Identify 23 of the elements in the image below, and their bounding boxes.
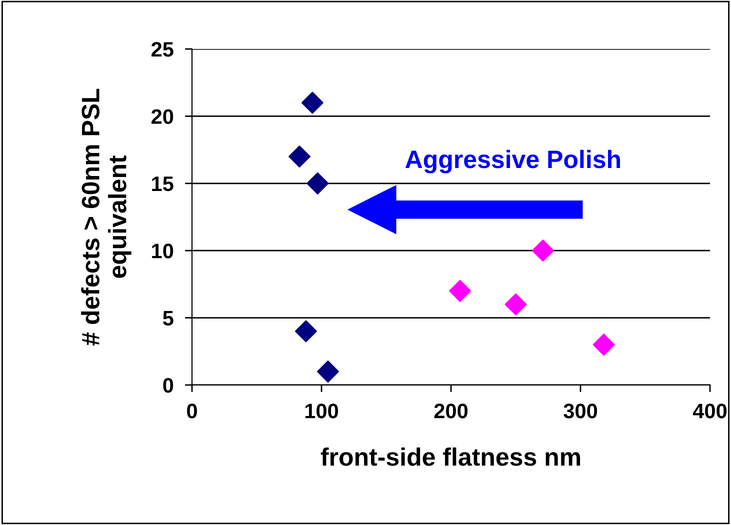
point bbox=[592, 334, 615, 356]
point bbox=[301, 92, 324, 114]
point bbox=[316, 360, 339, 383]
y-tick-label: 20 bbox=[151, 109, 174, 124]
point bbox=[504, 293, 527, 316]
x-tick-label: 200 bbox=[434, 404, 468, 418]
point bbox=[306, 172, 329, 194]
y-tick-label: 25 bbox=[151, 42, 174, 57]
point bbox=[449, 280, 472, 302]
x-tick-label: 300 bbox=[564, 404, 598, 418]
y-tick-label: 15 bbox=[152, 176, 174, 192]
y-tick-label: 10 bbox=[152, 244, 174, 258]
point bbox=[532, 240, 554, 262]
x-axis-title: front-side flatness nm bbox=[320, 447, 580, 466]
y-tick-label: 5 bbox=[163, 311, 174, 326]
y-tick-label: 0 bbox=[163, 378, 174, 393]
annotation: Aggressive Polish bbox=[405, 150, 620, 174]
point bbox=[288, 146, 310, 168]
x-tick-label: 100 bbox=[305, 404, 338, 418]
point bbox=[294, 320, 317, 342]
x-tick-label: 0 bbox=[187, 404, 197, 418]
y-axis-title: # defects > 60nm PSL equivalent bbox=[81, 88, 132, 346]
x-tick-label: 400 bbox=[692, 404, 727, 418]
